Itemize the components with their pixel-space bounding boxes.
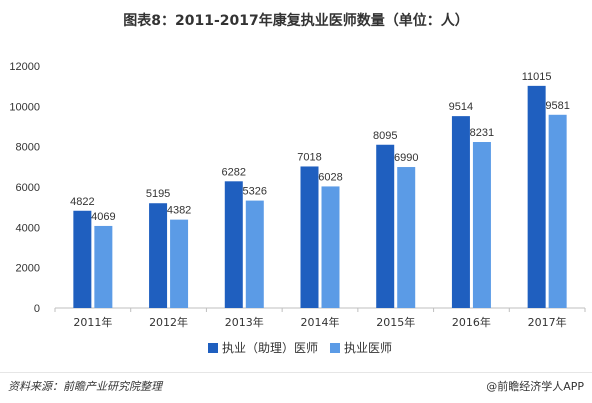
data-label: 9514 bbox=[449, 101, 473, 113]
x-tick-label: 2014年 bbox=[301, 315, 340, 329]
chart-title: 图表8：2011-2017年康复执业医师数量（单位：人） bbox=[123, 13, 469, 29]
data-label: 5195 bbox=[146, 188, 170, 200]
data-label: 8095 bbox=[373, 130, 397, 142]
footer-divider bbox=[0, 372, 592, 373]
bar-series2 bbox=[472, 142, 491, 308]
bar-series2 bbox=[245, 200, 264, 308]
legend-label: 执业（助理）医师 bbox=[222, 341, 318, 355]
data-label: 4822 bbox=[70, 196, 94, 208]
bar-series1 bbox=[376, 144, 395, 308]
brand-label: @前瞻经济学人APP bbox=[486, 380, 584, 393]
legend-label: 执业医师 bbox=[344, 341, 392, 355]
bar-series2 bbox=[397, 167, 416, 308]
data-label: 9581 bbox=[545, 100, 569, 112]
data-label: 8231 bbox=[470, 127, 494, 139]
data-label: 5326 bbox=[243, 186, 267, 198]
data-label: 6282 bbox=[222, 166, 246, 178]
bar-series2 bbox=[170, 219, 189, 308]
x-tick-label: 2015年 bbox=[376, 315, 415, 329]
bar-series1 bbox=[451, 116, 470, 308]
x-tick-label: 2013年 bbox=[225, 315, 264, 329]
y-tick-label: 8000 bbox=[16, 142, 40, 154]
bar-series1 bbox=[149, 203, 168, 308]
data-label: 7018 bbox=[297, 151, 321, 163]
data-label: 4382 bbox=[167, 205, 191, 217]
bar-series1 bbox=[527, 85, 546, 308]
y-tick-label: 2000 bbox=[16, 263, 40, 275]
y-tick-label: 12000 bbox=[9, 61, 40, 73]
x-tick-label: 2011年 bbox=[73, 315, 112, 329]
bar-series2 bbox=[94, 225, 113, 308]
y-tick-label: 6000 bbox=[16, 182, 40, 194]
legend-swatch bbox=[208, 343, 218, 353]
y-tick-label: 0 bbox=[34, 303, 40, 315]
x-tick-label: 2012年 bbox=[149, 315, 188, 329]
bar-series1 bbox=[300, 166, 319, 308]
y-tick-label: 10000 bbox=[9, 101, 40, 113]
legend-swatch bbox=[330, 343, 340, 353]
x-tick-label: 2017年 bbox=[528, 315, 567, 329]
bar-chart: 0 2000 4000 6000 8000 10000 12000 4822 4069 2011年… bbox=[9, 61, 586, 355]
bar-series1 bbox=[224, 181, 243, 308]
data-label: 11015 bbox=[522, 71, 552, 83]
bar-series1 bbox=[73, 210, 92, 308]
data-label: 6028 bbox=[318, 171, 342, 183]
data-label: 6990 bbox=[394, 152, 418, 164]
bar-series2 bbox=[548, 114, 567, 308]
x-tick-label: 2016年 bbox=[452, 315, 491, 329]
source-note: 资料来源：前瞻产业研究院整理 bbox=[8, 380, 162, 393]
y-tick-label: 4000 bbox=[16, 222, 40, 234]
bar-series2 bbox=[321, 186, 340, 308]
data-label: 4069 bbox=[91, 211, 115, 223]
